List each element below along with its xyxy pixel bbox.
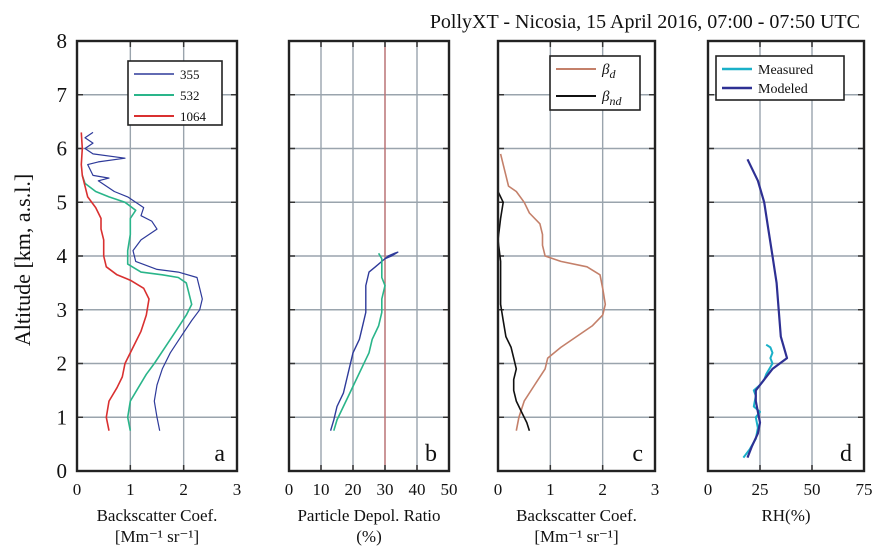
x-tick-label: 1 (126, 480, 135, 499)
series-line-355 (84, 131, 203, 431)
series-line-532 (81, 175, 193, 431)
x-axis-label: RH(%) (761, 506, 810, 525)
y-tick-label: 2 (57, 352, 68, 376)
x-tick-label: 50 (804, 480, 821, 499)
plot-frame (496, 39, 657, 473)
series-line-d (499, 153, 607, 431)
legend: 355 532 1064 (127, 60, 223, 126)
y-tick-label: 4 (57, 244, 68, 268)
x-tick-label: 0 (704, 480, 713, 499)
x-tick-label: 10 (313, 480, 330, 499)
x-tick-label: 0 (285, 480, 294, 499)
x-axis-label: Backscatter Coef. (97, 506, 218, 525)
x-tick-label: 30 (377, 480, 394, 499)
panel-d: 0 25 50 75 RH(%) d Measured Modeled (704, 39, 873, 525)
panel-letter: d (840, 441, 852, 467)
legend-label: βnd (601, 89, 622, 108)
series-line-Measured (742, 343, 774, 459)
x-tick-label: 1 (546, 480, 555, 499)
series-line-Modeled (746, 158, 789, 458)
series-group (498, 153, 607, 431)
y-tick-label: 0 (57, 459, 68, 483)
x-axis-label: [Mm⁻¹ sr⁻¹] (115, 527, 199, 546)
plot-frame (75, 39, 239, 473)
series-line-1064 (80, 132, 150, 431)
series-group (80, 131, 203, 431)
x-tick-label: 0 (494, 480, 503, 499)
x-tick-label: 75 (856, 480, 873, 499)
legend-box (127, 60, 223, 126)
x-axis-label: [Mm⁻¹ sr⁻¹] (534, 527, 618, 546)
panel-a: 0 1 2 3 4 5 6 7 8 0 1 2 3 Backscatter Coef. [Mm⁻¹ sr⁻¹… (57, 29, 242, 546)
series-line-nd (498, 191, 531, 431)
y-tick-label: 3 (57, 298, 68, 322)
legend-label: βd (601, 62, 616, 81)
x-tick-label: 3 (233, 480, 242, 499)
series-line-s1 (333, 252, 386, 431)
y-tick-label: 5 (57, 190, 68, 214)
x-axis-label: Backscatter Coef. (516, 506, 637, 525)
x-tick-label: 50 (441, 480, 458, 499)
legend-label: 532 (180, 88, 200, 103)
x-tick-label: 20 (345, 480, 362, 499)
x-tick-label: 2 (598, 480, 607, 499)
legend-label: 355 (180, 67, 200, 82)
panel-c: 0 1 2 3 Backscatter Coef. [Mm⁻¹ sr⁻¹] c βd βnd (494, 39, 660, 546)
y-axis-label: Altitude [km, a.s.l.] (10, 174, 35, 346)
x-tick-label: 0 (73, 480, 82, 499)
x-tick-label: 2 (179, 480, 188, 499)
plot-frame (706, 39, 866, 473)
legend-label: Modeled (758, 82, 808, 97)
legend-label: Measured (758, 63, 813, 78)
legend-box (549, 55, 641, 111)
panel-letter: b (425, 441, 437, 467)
x-tick-label: 40 (409, 480, 426, 499)
y-tick-label: 6 (57, 137, 68, 161)
x-axis-label: (%) (356, 527, 381, 546)
y-tick-label: 8 (57, 29, 68, 53)
y-tick-label: 7 (57, 83, 68, 107)
figure-title: PollyXT - Nicosia, 15 April 2016, 07:00 … (430, 11, 860, 33)
series-line-s0 (329, 251, 399, 431)
y-tick-label: 1 (57, 405, 68, 429)
panel-letter: a (214, 441, 225, 467)
x-axis-label: Particle Depol. Ratio (297, 506, 440, 525)
series-group (329, 251, 399, 431)
legend: Measured Modeled (715, 55, 845, 101)
legend-label: 1064 (180, 109, 207, 124)
x-tick-label: 25 (752, 480, 769, 499)
x-tick-label: 3 (651, 480, 660, 499)
legend: βd βnd (549, 55, 641, 111)
panel-letter: c (632, 441, 643, 467)
plot-frame (287, 39, 451, 473)
series-group (742, 158, 789, 459)
legend-box (715, 55, 845, 101)
